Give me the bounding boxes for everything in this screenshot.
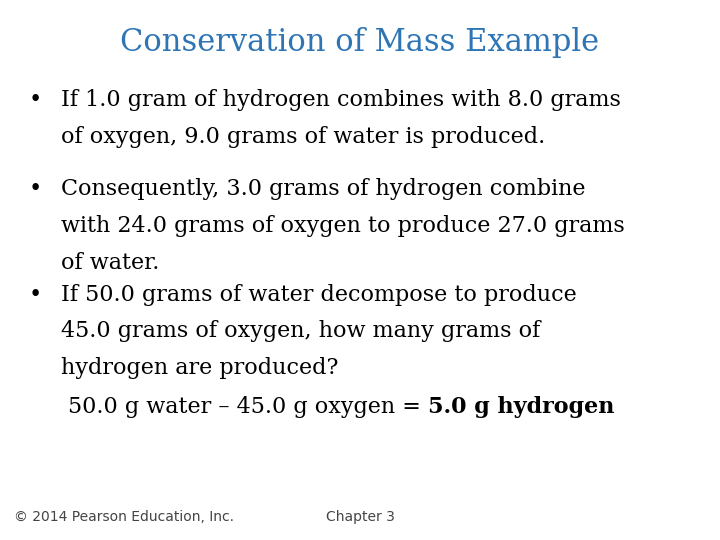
Text: Conservation of Mass Example: Conservation of Mass Example bbox=[120, 27, 600, 58]
Text: hydrogen are produced?: hydrogen are produced? bbox=[61, 357, 338, 379]
Text: of water.: of water. bbox=[61, 252, 160, 274]
Text: © 2014 Pearson Education, Inc.: © 2014 Pearson Education, Inc. bbox=[14, 510, 235, 524]
Text: Chapter 3: Chapter 3 bbox=[325, 510, 395, 524]
Text: •: • bbox=[29, 284, 42, 306]
Text: •: • bbox=[29, 89, 42, 111]
Text: 50.0 g water – 45.0 g oxygen =: 50.0 g water – 45.0 g oxygen = bbox=[68, 396, 428, 419]
Text: with 24.0 grams of oxygen to produce 27.0 grams: with 24.0 grams of oxygen to produce 27.… bbox=[61, 215, 625, 237]
Text: of oxygen, 9.0 grams of water is produced.: of oxygen, 9.0 grams of water is produce… bbox=[61, 126, 546, 148]
Text: If 1.0 gram of hydrogen combines with 8.0 grams: If 1.0 gram of hydrogen combines with 8.… bbox=[61, 89, 621, 111]
Text: Consequently, 3.0 grams of hydrogen combine: Consequently, 3.0 grams of hydrogen comb… bbox=[61, 178, 585, 200]
Text: •: • bbox=[29, 178, 42, 200]
Text: If 50.0 grams of water decompose to produce: If 50.0 grams of water decompose to prod… bbox=[61, 284, 577, 306]
Text: 5.0 g hydrogen: 5.0 g hydrogen bbox=[428, 396, 615, 419]
Text: 45.0 grams of oxygen, how many grams of: 45.0 grams of oxygen, how many grams of bbox=[61, 320, 541, 342]
